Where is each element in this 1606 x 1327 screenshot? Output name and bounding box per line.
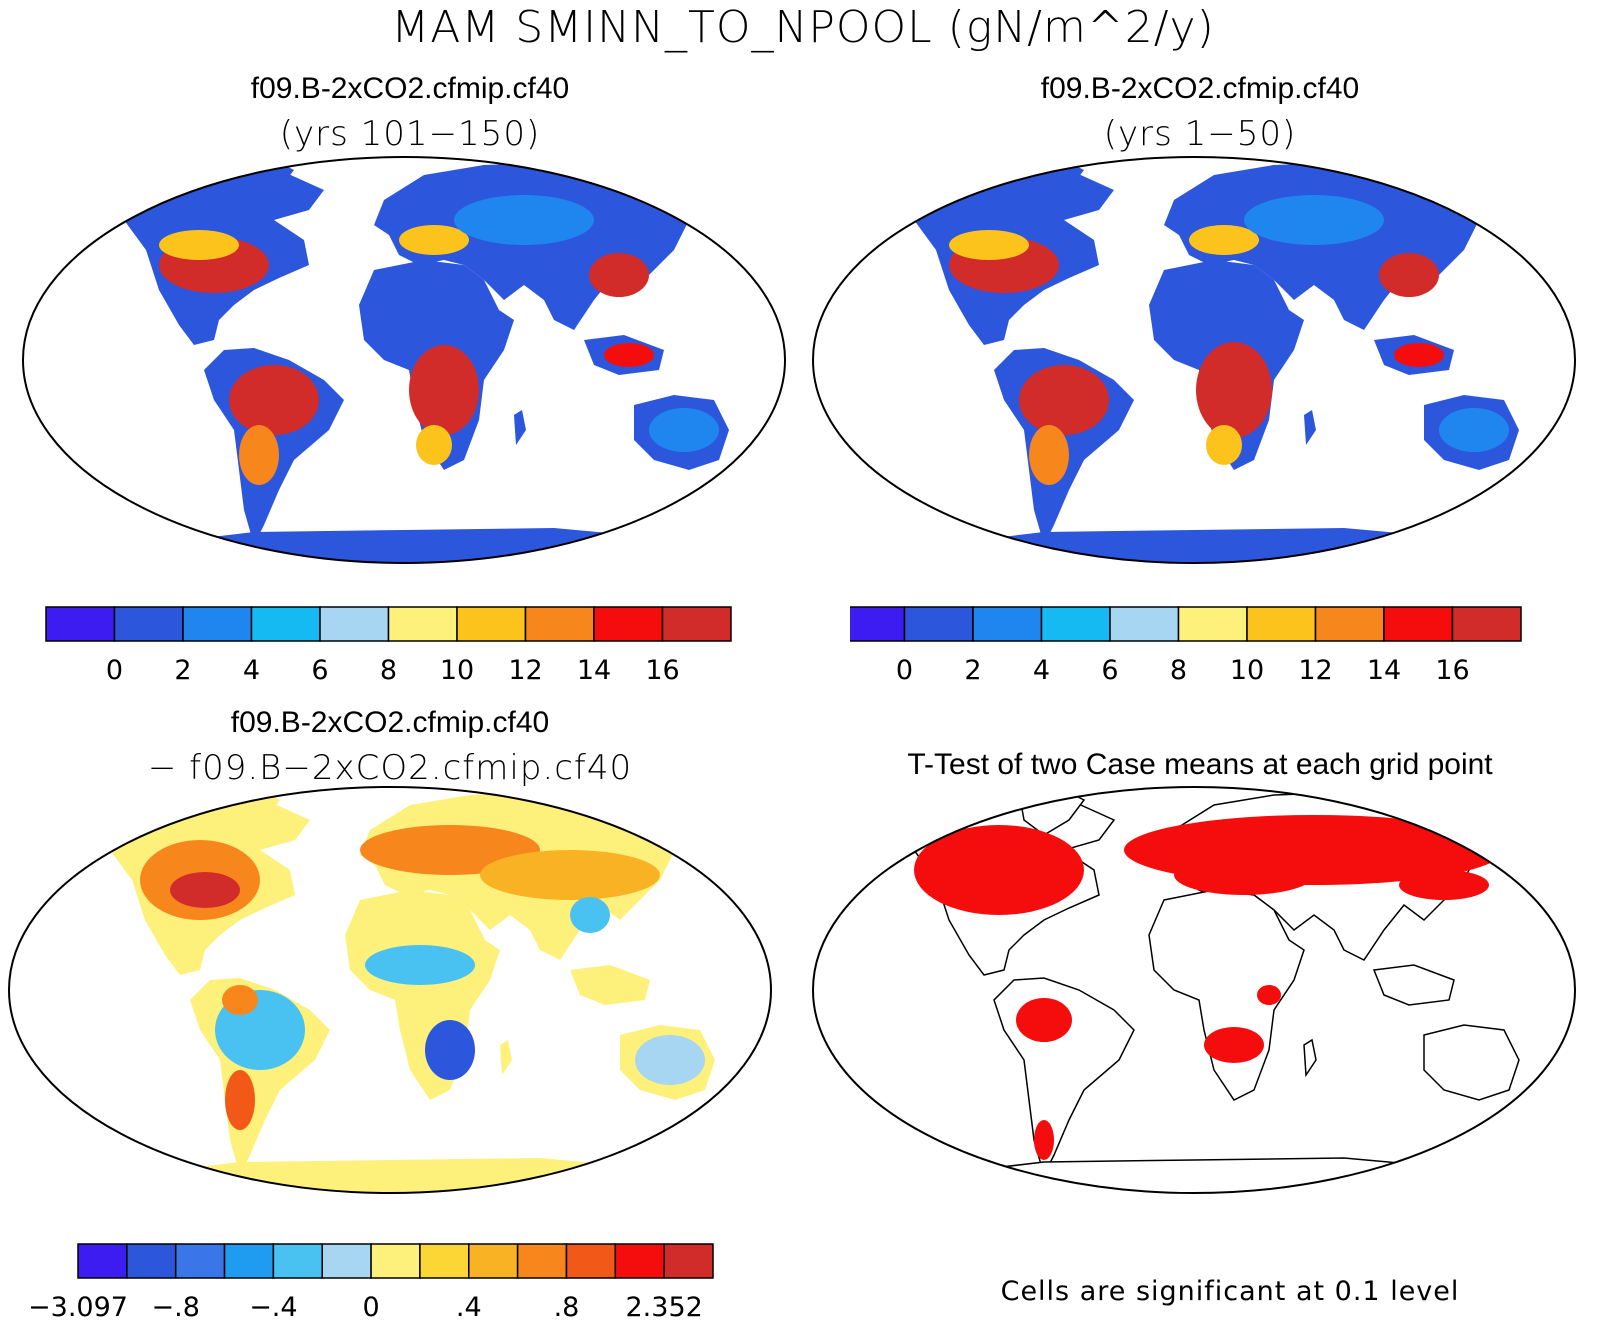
- colorbar-tick-label: 8: [1170, 655, 1187, 685]
- colorbar-tick-label: 0: [362, 1292, 379, 1323]
- colorbar-tick-label: 14: [577, 655, 611, 685]
- colorbar-swatch: [223, 1243, 275, 1279]
- colorbar-swatch: [468, 1243, 519, 1279]
- colorbar-swatch: [174, 1243, 226, 1279]
- colorbar-swatch: [1040, 606, 1111, 642]
- colorbar-swatch: [661, 606, 732, 642]
- colorbar-tick-label: 16: [1435, 655, 1469, 685]
- panel-tl-map: [22, 156, 786, 564]
- colorbar-swatch: [182, 606, 253, 642]
- colorbar-tick-label: 4: [243, 655, 260, 685]
- colorbar-swatch: [1246, 606, 1317, 642]
- colorbar-swatch: [456, 606, 527, 642]
- panel-bl-map: [8, 786, 772, 1194]
- colorbar-swatch: [126, 1243, 177, 1279]
- colorbar-swatch: [663, 1243, 714, 1279]
- colorbar-tick-label: 0: [896, 655, 913, 685]
- colorbar-swatch: [614, 1243, 665, 1279]
- panel-tr-case-name: f09.B-2xCO2.cfmip.cf40: [1040, 72, 1360, 105]
- colorbar-swatch: [419, 1243, 470, 1279]
- colorbar-tick-label: .4: [456, 1292, 482, 1323]
- colorbar-swatch: [113, 606, 184, 642]
- colorbar-swatch: [370, 1243, 421, 1279]
- colorbar-tick-label: −.8: [151, 1292, 199, 1323]
- colorbar-swatch: [319, 606, 390, 642]
- colorbar-swatch: [1314, 606, 1385, 642]
- colorbar-swatch: [387, 606, 458, 642]
- colorbar-tick-label: 2: [964, 655, 981, 685]
- figure-title: MAM SMINN_TO_NPOOL (gN/m^2/y): [391, 2, 1215, 53]
- colorbar-swatch: [321, 1243, 372, 1279]
- colorbar-tick-label: −3.097: [28, 1292, 128, 1323]
- colorbar-swatch: [1177, 606, 1248, 642]
- panel-br-map: [812, 786, 1576, 1194]
- colorbar-swatch: [1109, 606, 1180, 642]
- colorbar-tick-label: 4: [1033, 655, 1050, 685]
- colorbar-tick-label: 14: [1367, 655, 1401, 685]
- colorbar-tick-label: −.4: [249, 1292, 297, 1323]
- colorbar-tick-label: 6: [311, 655, 328, 685]
- colorbar-swatch: [77, 1243, 128, 1279]
- colorbar-tick-label: 6: [1101, 655, 1118, 685]
- panel-tr-map: [812, 156, 1576, 564]
- colorbar-tick-label: 12: [508, 655, 542, 685]
- colorbar-tick-label: 16: [645, 655, 679, 685]
- panel-tr-subtitle: (yrs 1−50): [1103, 114, 1297, 154]
- colorbar-tick-label: .8: [554, 1292, 580, 1323]
- colorbar-swatch: [272, 1243, 323, 1279]
- colorbar-swatch: [524, 606, 595, 642]
- colorbar-swatch: [45, 606, 116, 642]
- panel-bl-colorbar: −3.097 −.8 −.4 0 .4 .8 2.352: [28, 1243, 714, 1323]
- colorbar-tick-label: 8: [380, 655, 397, 685]
- panel-tr-colorbar: 0 2 4 6 8 10 12 14 16: [850, 606, 1522, 685]
- colorbar-tick-label: 10: [440, 655, 474, 685]
- panel-tl-case-name: f09.B-2xCO2.cfmip.cf40: [250, 72, 570, 105]
- panel-bl-subtitle: − f09.B−2xCO2.cfmip.cf40: [147, 748, 633, 788]
- panel-tl-subtitle: (yrs 101−150): [279, 114, 541, 154]
- colorbar-swatch: [565, 1243, 617, 1279]
- panel-tl-colorbar: 0 2 4 6 8 10 12 14 16: [45, 606, 732, 685]
- colorbar-tick-label: 2.352: [626, 1292, 703, 1323]
- panel-br-note: Cells are significant at 0.1 level: [1000, 1276, 1460, 1307]
- colorbar-swatch: [516, 1243, 568, 1279]
- colorbar-swatch: [1383, 606, 1454, 642]
- colorbar-swatch: [250, 606, 321, 642]
- colorbar-tick-label: 10: [1230, 655, 1264, 685]
- panel-bl-case-name: f09.B-2xCO2.cfmip.cf40: [230, 706, 550, 739]
- colorbar-swatch: [972, 606, 1043, 642]
- colorbar-swatch: [593, 606, 664, 642]
- colorbar-tick-label: 12: [1298, 655, 1332, 685]
- colorbar-tick-label: 2: [174, 655, 191, 685]
- panel-br-title: T-Test of two Case means at each grid po…: [907, 748, 1493, 781]
- colorbar-tick-label: 0: [106, 655, 123, 685]
- colorbar-swatch: [1451, 606, 1522, 642]
- colorbar-swatch: [903, 606, 974, 642]
- colorbar-swatch: [850, 606, 906, 642]
